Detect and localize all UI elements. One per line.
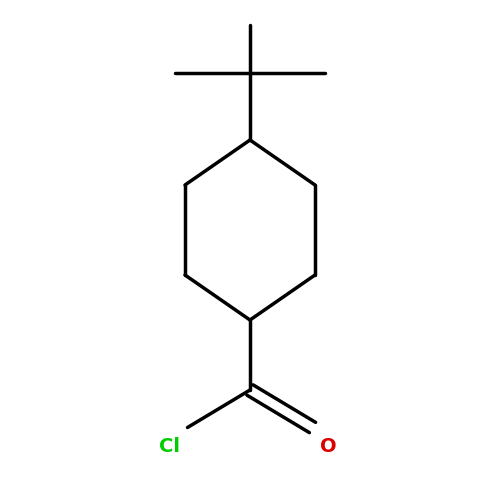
Text: Cl: Cl (159, 438, 180, 456)
Text: O: O (320, 438, 336, 456)
